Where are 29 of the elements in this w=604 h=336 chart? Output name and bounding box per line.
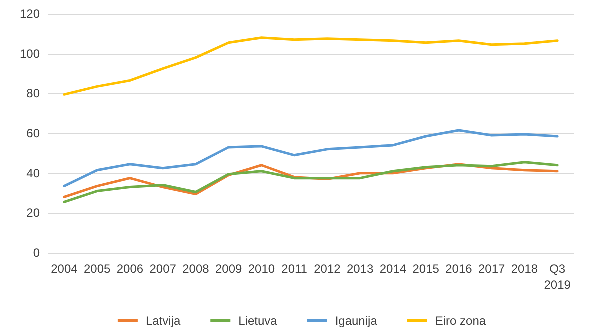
x-tick-label: 2009 [215,262,242,276]
y-tick-label: 100 [20,46,40,61]
x-tick-label: 2004 [51,262,78,276]
x-tick-label: 2008 [182,262,210,276]
legend-label: Lietuva [238,314,278,328]
x-tick-label: 2016 [446,262,473,276]
x-tick-label: 2014 [380,262,407,276]
line-series [63,36,559,96]
x-tick-label: 2005 [84,262,111,276]
x-tick-label: 2018 [511,262,538,276]
y-tick-label: 80 [26,86,40,101]
y-tick-label: 60 [26,126,40,140]
legend-label: Latvija [146,314,181,328]
x-tick-label: 2010 [248,262,276,276]
x-tick-label: 2011 [282,262,308,276]
y-tick-label: 20 [26,206,40,220]
x-tick-label: 2013 [346,262,374,276]
x-tick-label: 2007 [150,262,177,276]
x-tick-label: 2017 [478,262,506,276]
line-series [63,129,559,188]
y-tick-label: 120 [20,7,40,21]
legend-label: Igaunija [335,314,378,328]
x-tick-label: 2012 [314,262,342,276]
legend-label: Eiro zona [435,314,486,328]
x-tick-label: 2006 [116,262,144,276]
x-tick-label: Q3 2019 [544,262,572,292]
y-tick-label: 40 [26,166,40,180]
y-tick-label: 0 [33,246,40,260]
x-tick-label: 2015 [412,262,440,276]
